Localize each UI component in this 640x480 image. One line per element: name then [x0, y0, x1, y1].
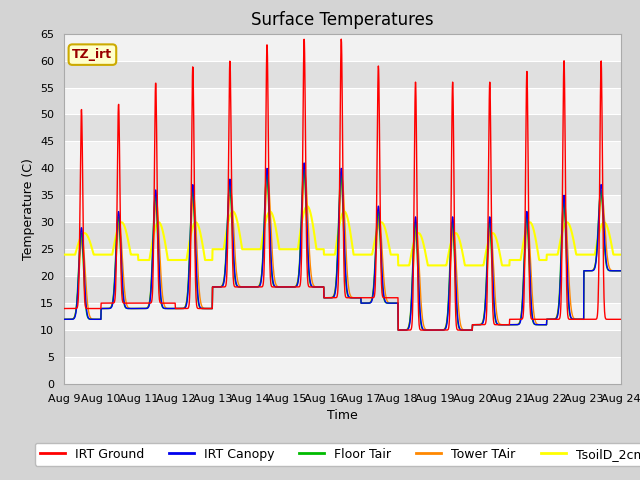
Bar — [64, 330, 621, 357]
Y-axis label: Temperature (C): Temperature (C) — [22, 158, 35, 260]
Bar — [64, 60, 621, 87]
Text: TZ_irt: TZ_irt — [72, 48, 113, 61]
Bar — [64, 168, 621, 195]
Bar — [64, 142, 621, 168]
Bar — [64, 357, 621, 384]
Title: Surface Temperatures: Surface Temperatures — [251, 11, 434, 29]
X-axis label: Time: Time — [327, 409, 358, 422]
Bar — [64, 276, 621, 303]
Bar — [64, 87, 621, 114]
Bar — [64, 34, 621, 60]
Bar — [64, 114, 621, 142]
Bar — [64, 195, 621, 222]
Bar — [64, 303, 621, 330]
Bar — [64, 249, 621, 276]
Legend: IRT Ground, IRT Canopy, Floor Tair, Tower TAir, TsoilD_2cm: IRT Ground, IRT Canopy, Floor Tair, Towe… — [35, 443, 640, 466]
Bar — [64, 222, 621, 249]
